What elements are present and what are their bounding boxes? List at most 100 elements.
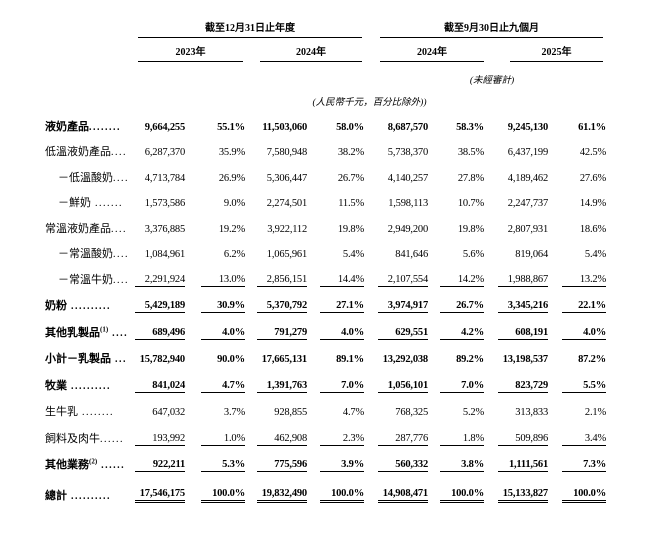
cell-amount: 4,713,784 <box>133 159 185 185</box>
cell-text: 55.1% <box>217 121 245 133</box>
col-header-2024-9m: 2024年 <box>378 38 484 62</box>
footnote-marker: (1) <box>100 324 109 333</box>
cell-amount: 791,279 <box>245 313 307 340</box>
document-page: 截至12月31日止年度 截至9月30日止九個月 2023年 2024年 2024… <box>0 16 650 538</box>
cell-text: 100.0% <box>320 488 364 503</box>
table-body: 液奶產品........ 9,664,255 55.1% 11,503,060 58.0… <box>45 108 606 503</box>
cell-percent: 90.0% <box>185 340 245 367</box>
cell-text: 9,664,255 <box>144 121 185 133</box>
dot-leader: ........ <box>89 121 121 133</box>
cell-amount: 841,024 <box>133 366 185 393</box>
cell-percent: 38.2% <box>307 134 364 160</box>
column-gap <box>364 210 378 236</box>
row-label-text: 飼料及肉牛 <box>45 432 100 445</box>
cell-text: 5,370,792 <box>257 300 307 313</box>
table-row: 飼料及肉牛...... 193,992 1.0% 462,908 2.3% 287,776… <box>45 419 606 446</box>
cell-percent: 1.0% <box>185 419 245 446</box>
dot-leader: .... <box>113 274 129 286</box>
dot-leader: ...... <box>100 433 124 445</box>
dot-leader: ........ <box>78 407 114 418</box>
cell-text: 2,247,737 <box>507 198 548 209</box>
cell-amount: 8,687,570 <box>378 108 428 134</box>
cell-percent: 14.2% <box>428 261 484 287</box>
cell-percent: 2.3% <box>307 419 364 446</box>
cell-text: 2,807,931 <box>507 223 548 235</box>
cell-amount: 2,274,501 <box>245 185 307 211</box>
header-spacer <box>45 62 133 86</box>
cell-text: 5.3% <box>201 459 245 472</box>
cell-text: 1,598,113 <box>388 198 428 209</box>
column-gap <box>364 393 378 420</box>
cell-percent: 2.1% <box>548 393 606 420</box>
cell-text: 3,376,885 <box>144 223 185 235</box>
cell-amount: 9,664,255 <box>133 108 185 134</box>
cell-percent: 27.8% <box>428 159 484 185</box>
dot-leader: .... <box>111 147 127 158</box>
cell-percent: 58.0% <box>307 108 364 134</box>
cell-text: 13,198,537 <box>502 354 548 365</box>
cell-percent: 13.0% <box>185 261 245 287</box>
header-spacer <box>45 16 133 38</box>
cell-amount: 2,291,924 <box>133 261 185 287</box>
cell-amount: 17,665,131 <box>245 340 307 367</box>
row-label-text: 生牛乳 <box>45 406 78 418</box>
cell-amount: 629,551 <box>378 313 428 340</box>
cell-text: 1,391,763 <box>257 380 307 393</box>
cell-text: 819,064 <box>515 249 548 260</box>
cell-amount: 2,856,151 <box>245 261 307 287</box>
table-row: －鮮奶 ....... 1,573,586 9.0% 2,274,501 11.5% 1,… <box>45 185 606 211</box>
row-label: 飼料及肉牛...... <box>45 419 133 446</box>
cell-text: 768,325 <box>395 407 428 418</box>
cell-amount: 9,245,130 <box>484 108 548 134</box>
column-gap <box>364 38 378 62</box>
cell-text: 26.7% <box>440 300 484 313</box>
cell-percent: 10.7% <box>428 185 484 211</box>
cell-percent: 14.9% <box>548 185 606 211</box>
cell-percent: 89.1% <box>307 340 364 367</box>
cell-amount: 1,111,561 <box>484 446 548 472</box>
cell-text: 7.0% <box>320 380 364 393</box>
cell-percent: 4.0% <box>307 313 364 340</box>
cell-text: 6.2% <box>223 249 245 260</box>
column-gap <box>364 236 378 262</box>
cell-percent: 100.0% <box>307 472 364 503</box>
header-spacer <box>133 62 364 86</box>
cell-text: 2,291,924 <box>135 274 185 287</box>
cell-percent: 4.2% <box>428 313 484 340</box>
cell-amount: 841,646 <box>378 236 428 262</box>
table-row: －常溫牛奶.... 2,291,924 13.0% 2,856,151 14.4% 2,1… <box>45 261 606 287</box>
row-label: 總計 .......... <box>45 472 133 503</box>
cell-percent: 27.1% <box>307 287 364 313</box>
row-label-text: 常溫液奶產品 <box>45 222 111 235</box>
cell-text: 4.0% <box>320 327 364 340</box>
cell-amount: 6,287,370 <box>133 134 185 160</box>
cell-text: 26.9% <box>218 172 245 184</box>
cell-text: 14.9% <box>579 198 606 209</box>
cell-text: 3,922,112 <box>267 223 307 235</box>
cell-text: 5.5% <box>562 380 606 393</box>
cell-text: 38.2% <box>337 147 364 158</box>
cell-amount: 2,949,200 <box>378 210 428 236</box>
cell-amount: 1,084,961 <box>133 236 185 262</box>
cell-percent: 3.4% <box>548 419 606 446</box>
cell-text: 193,992 <box>135 433 185 446</box>
cell-amount: 313,833 <box>484 393 548 420</box>
unit-note-row: (人民幣千元，百分比除外)) <box>45 86 606 108</box>
cell-text: 4.0% <box>562 327 606 340</box>
column-gap <box>364 340 378 367</box>
cell-text: 90.0% <box>217 354 245 365</box>
period-group-year-ended: 截至12月31日止年度 <box>133 16 364 38</box>
row-label-text: 牧業 <box>45 379 67 392</box>
column-gap <box>364 62 378 86</box>
cell-text: 4,189,462 <box>507 172 548 184</box>
cell-percent: 5.3% <box>185 446 245 472</box>
cell-text: 3.8% <box>440 459 484 472</box>
cell-text: 2,949,200 <box>387 223 428 235</box>
cell-text: 13.2% <box>562 274 606 287</box>
unaudited-note: (未經審計) <box>469 76 515 86</box>
row-label-text: －低溫酸奶 <box>58 171 113 184</box>
cell-amount: 287,776 <box>378 419 428 446</box>
cell-text: 6,287,370 <box>144 147 185 158</box>
cell-text: 1,573,586 <box>144 198 185 209</box>
cell-amount: 1,065,961 <box>245 236 307 262</box>
